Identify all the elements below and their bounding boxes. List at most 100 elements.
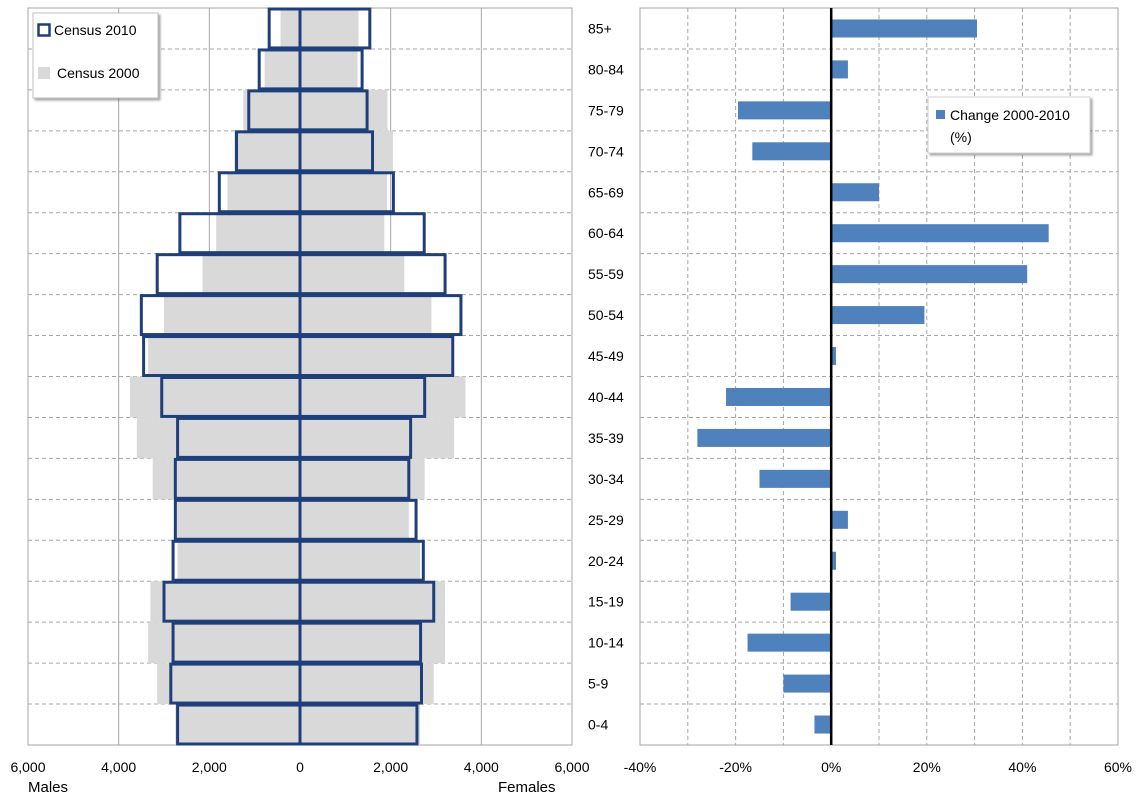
bar-census-2000-males-5-9 xyxy=(157,663,300,705)
bar-census-2000-females-40-44 xyxy=(300,376,466,418)
bar-change-70-74 xyxy=(752,142,832,161)
bar-census-2000-males-20-24 xyxy=(177,540,300,582)
change-x-tick-label: 60% xyxy=(1104,759,1132,775)
pyramid-x-tick-label: 6,000 xyxy=(10,759,45,775)
bar-census-2000-males-10-14 xyxy=(148,622,300,664)
bar-census-2000-females-25-29 xyxy=(300,499,409,541)
bar-census-2000-males-50-54 xyxy=(164,294,300,336)
bar-change-10-14 xyxy=(747,633,832,652)
pyramid-x-tick-label: 4,000 xyxy=(464,759,499,775)
legend-swatch-census-2000 xyxy=(38,67,50,79)
bar-census-2000-males-30-34 xyxy=(152,458,300,500)
legend-label-change-line2: (%) xyxy=(950,129,972,145)
bar-census-2000-females-35-39 xyxy=(300,417,455,459)
change-x-tick-label: 0% xyxy=(821,759,841,775)
change-x-tick-label: 40% xyxy=(1008,759,1036,775)
bar-change-55-59 xyxy=(831,265,1028,284)
age-group-label-0-4: 0-4 xyxy=(588,717,608,733)
bar-census-2000-males-15-19 xyxy=(150,581,300,623)
pyramid-x-tick-label: 0 xyxy=(296,759,304,775)
bar-census-2000-females-60-64 xyxy=(300,212,385,254)
bar-change-20-24 xyxy=(831,551,836,570)
bar-census-2000-females-80-84 xyxy=(300,48,358,90)
bar-change-50-54 xyxy=(831,306,925,325)
age-group-label-40-44: 40-44 xyxy=(588,389,624,405)
age-group-label-70-74: 70-74 xyxy=(588,143,624,159)
bar-census-2000-females-0-4 xyxy=(300,704,421,745)
bar-census-2000-males-25-29 xyxy=(175,499,300,541)
age-group-label-85: 85+ xyxy=(588,20,612,36)
census-2000-bars xyxy=(130,8,466,745)
age-group-label-20-24: 20-24 xyxy=(588,553,624,569)
bar-change-35-39 xyxy=(697,428,832,447)
bar-change-5-9 xyxy=(783,674,832,693)
pyramid-x-tick-label: 2,000 xyxy=(373,759,408,775)
change-x-tick-labels: -40% -20% 0% 20% 40% 60% xyxy=(624,759,1132,775)
percent-change-chart: 0-4 5-9 10-14 15-19 20-24 25-29 30-34 35-39 40-4… xyxy=(588,7,1132,775)
age-group-label-35-39: 35-39 xyxy=(588,430,624,446)
males-axis-label: Males xyxy=(28,779,68,796)
change-legend-box xyxy=(927,96,1091,154)
bar-census-2000-females-30-34 xyxy=(300,458,425,500)
bar-change-65-69 xyxy=(831,183,879,202)
age-group-labels: 0-4 5-9 10-14 15-19 20-24 25-29 30-34 35-39 40-4… xyxy=(588,20,624,732)
population-pyramid-chart: 6,000 4,000 2,000 0 2,000 4,000 6,000 Males Fe… xyxy=(10,7,590,796)
bar-census-2000-males-85 xyxy=(280,8,300,49)
bar-change-0-4 xyxy=(814,715,832,734)
bar-census-2000-males-75-79 xyxy=(243,89,300,131)
age-group-label-45-49: 45-49 xyxy=(588,348,624,364)
bar-census-2000-females-45-49 xyxy=(300,335,452,377)
bar-census-2000-males-0-4 xyxy=(175,704,300,745)
bar-census-2000-females-10-14 xyxy=(300,622,446,664)
bar-census-2000-females-15-19 xyxy=(300,581,446,623)
bar-census-2000-females-50-54 xyxy=(300,294,432,336)
bar-change-40-44 xyxy=(726,387,832,406)
bar-change-80-84 xyxy=(831,60,848,79)
bar-change-75-79 xyxy=(737,101,832,120)
females-axis-label: Females xyxy=(498,779,556,796)
bar-census-2000-males-60-64 xyxy=(216,212,300,254)
pyramid-legend: Census 2010 Census 2000 xyxy=(32,12,159,99)
pyramid-legend-box xyxy=(32,12,159,99)
bar-census-2000-males-35-39 xyxy=(136,417,300,459)
change-x-tick-label: 20% xyxy=(913,759,941,775)
bar-change-15-19 xyxy=(790,592,832,611)
legend-label-census-2000: Census 2000 xyxy=(57,65,140,81)
age-group-label-75-79: 75-79 xyxy=(588,102,624,118)
bar-census-2000-males-70-74 xyxy=(234,130,300,172)
bar-census-2000-females-55-59 xyxy=(300,253,405,295)
legend-label-change-line1: Change 2000-2010 xyxy=(950,107,1070,123)
change-x-tick-label: -20% xyxy=(719,759,752,775)
age-group-label-65-69: 65-69 xyxy=(588,184,624,200)
bar-change-60-64 xyxy=(831,224,1049,243)
bar-census-2000-males-80-84 xyxy=(264,48,300,90)
bar-census-2000-females-5-9 xyxy=(300,663,434,705)
legend-label-census-2010: Census 2010 xyxy=(54,22,137,38)
age-group-label-5-9: 5-9 xyxy=(588,676,608,692)
legend-swatch-change xyxy=(936,110,945,119)
age-group-label-25-29: 25-29 xyxy=(588,512,624,528)
age-group-label-10-14: 10-14 xyxy=(588,635,624,651)
pyramid-x-tick-label: 4,000 xyxy=(101,759,136,775)
age-group-label-55-59: 55-59 xyxy=(588,266,624,282)
age-group-label-30-34: 30-34 xyxy=(588,471,624,487)
change-bars xyxy=(697,8,1049,745)
bar-census-2000-females-65-69 xyxy=(300,171,388,213)
bar-census-2000-males-45-49 xyxy=(148,335,300,377)
age-group-label-15-19: 15-19 xyxy=(588,594,624,610)
bar-census-2000-males-40-44 xyxy=(130,376,300,418)
age-group-label-60-64: 60-64 xyxy=(588,225,624,241)
pyramid-x-tick-label: 2,000 xyxy=(192,759,227,775)
bar-census-2000-females-75-79 xyxy=(300,89,388,131)
bar-census-2000-females-85 xyxy=(300,8,359,49)
change-legend: Change 2000-2010 (%) xyxy=(927,96,1091,154)
legend-swatch-census-2010 xyxy=(37,23,51,37)
age-group-label-50-54: 50-54 xyxy=(588,307,624,323)
bar-change-45-49 xyxy=(831,347,836,366)
bar-census-2000-males-65-69 xyxy=(227,171,300,213)
census-2010-bars xyxy=(139,7,463,746)
bar-census-2000-females-20-24 xyxy=(300,540,421,582)
age-group-label-80-84: 80-84 xyxy=(588,61,624,77)
pyramid-x-tick-labels: 6,000 4,000 2,000 0 2,000 4,000 6,000 xyxy=(10,759,589,775)
